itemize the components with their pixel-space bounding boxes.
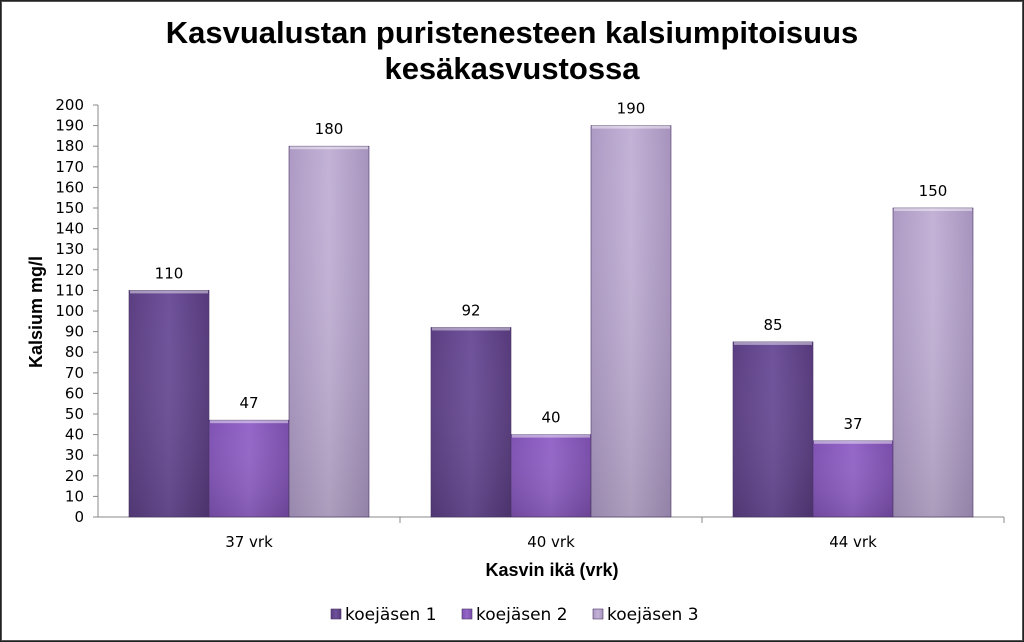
bar-bevel: [512, 434, 590, 438]
data-label: 47: [239, 394, 258, 412]
bar: [892, 207, 974, 518]
chart-title-line-2: kesäkasvustossa: [384, 51, 640, 86]
y-tick-label: 130: [55, 240, 84, 258]
bar: [128, 290, 210, 518]
legend-label: koejäsen 2: [476, 605, 568, 625]
bar: [430, 327, 512, 518]
y-tick-label: 80: [65, 343, 84, 361]
bar: [732, 341, 814, 518]
bar-bevel: [734, 341, 812, 345]
y-tick-label: 150: [55, 199, 84, 217]
bar-bevel: [130, 290, 208, 294]
bar-shade: [893, 208, 973, 517]
y-tick-label: 60: [65, 384, 84, 402]
data-label: 85: [763, 316, 782, 334]
bar-bevel: [894, 208, 972, 211]
legend: koejäsen 1 koejäsen 2 koejäsen 3: [330, 605, 699, 625]
y-tick-label: 140: [55, 220, 84, 238]
y-tick-label: 180: [55, 137, 84, 155]
y-tick-label: 170: [55, 158, 84, 176]
data-labels: 110 47 180 92 40 190 85 37 150: [155, 100, 948, 433]
bar-bevel: [814, 440, 892, 444]
bar: [590, 125, 672, 518]
chart-title-line-1: Kasvualustan puristenesteen kalsiumpitoi…: [166, 15, 859, 50]
y-tick-label: 200: [55, 96, 84, 114]
legend-label: koejäsen 1: [345, 605, 437, 625]
data-label: 92: [461, 301, 480, 319]
bar: [510, 434, 592, 518]
y-tick-label: 160: [55, 178, 84, 196]
category-labels: 37 vrk 40 vrk 44 vrk: [225, 517, 1005, 551]
y-tick-label: 10: [65, 487, 84, 505]
bar: [812, 440, 894, 518]
data-label: 150: [919, 182, 948, 200]
bar-shade: [209, 420, 289, 517]
data-label: 37: [843, 415, 862, 433]
bar-shade: [733, 341, 813, 517]
bar-bevel: [432, 327, 510, 331]
chart-title: Kasvualustan puristenesteen kalsiumpitoi…: [166, 15, 859, 86]
bar-shade: [431, 327, 511, 517]
y-tick-label: 20: [65, 467, 84, 485]
y-tick-label: 40: [65, 426, 84, 444]
bar-shade: [289, 146, 369, 517]
bar-shade: [129, 290, 209, 517]
x-tick-label: 40 vrk: [527, 533, 575, 551]
bar: [208, 419, 290, 518]
bar: [288, 145, 370, 518]
y-tick-label: 100: [55, 302, 84, 320]
legend-label: koejäsen 3: [607, 605, 699, 625]
legend-swatch: [461, 608, 473, 620]
y-tick-label: 120: [55, 261, 84, 279]
bar-shade: [591, 125, 671, 517]
bar-shade: [813, 440, 893, 517]
legend-item: koejäsen 2: [461, 605, 568, 625]
legend-swatch: [592, 608, 604, 620]
x-axis-title: Kasvin ikä (vrk): [485, 560, 618, 580]
bars: [128, 125, 974, 518]
data-label: 110: [155, 264, 184, 282]
bar-shade: [511, 434, 591, 517]
y-tick-label: 90: [65, 323, 84, 341]
y-tick-label: 50: [65, 405, 84, 423]
data-label: 180: [315, 120, 344, 138]
y-axis-ticks: 0 10 20 30 40 50 60 70 80 90 100 110 120 130 140 150 160…: [55, 96, 98, 526]
y-tick-label: 190: [55, 117, 84, 135]
y-axis-title: Kalsium mg/l: [26, 256, 46, 368]
legend-swatch: [330, 608, 342, 620]
bar-bevel: [210, 420, 288, 424]
x-tick-label: 37 vrk: [225, 533, 273, 551]
y-tick-label: 30: [65, 446, 84, 464]
data-label: 190: [617, 100, 646, 118]
x-tick-label: 44 vrk: [829, 533, 877, 551]
y-tick-label: 0: [74, 508, 84, 526]
y-tick-label: 70: [65, 364, 84, 382]
legend-item: koejäsen 3: [592, 605, 699, 625]
legend-item: koejäsen 1: [330, 605, 437, 625]
bar-bevel: [592, 125, 670, 129]
y-tick-label: 110: [55, 281, 84, 299]
data-label: 40: [541, 409, 560, 427]
bar-bevel: [290, 146, 368, 150]
